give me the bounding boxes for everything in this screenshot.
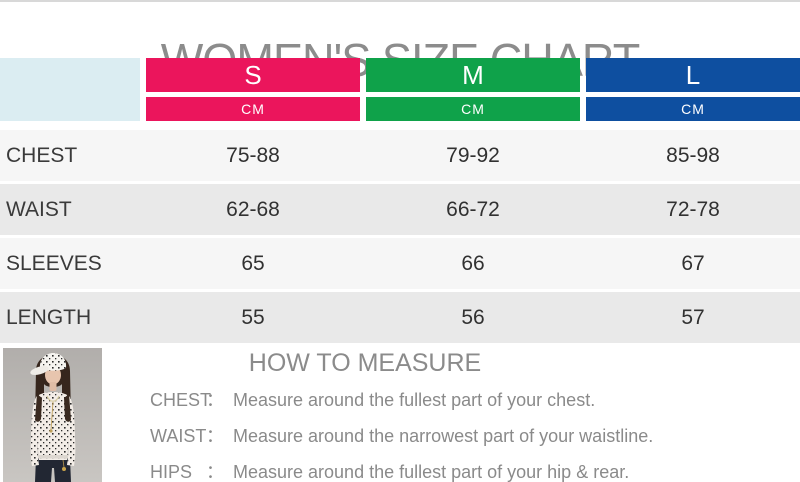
cell-value: 57 <box>681 305 705 329</box>
measure-text: Measure around the narrowest part of you… <box>233 426 654 446</box>
unit-cell-l: CM <box>586 97 800 121</box>
row-label: CHEST <box>6 143 78 167</box>
measure-line-hips: HIPS ： Measure around the fullest part of … <box>150 461 790 482</box>
size-table-body: CHEST 75-88 79-92 85-98 WAIST 62-68 66-7… <box>0 130 800 346</box>
measure-label: HIPS <box>150 462 193 482</box>
cell-value: 56 <box>461 305 485 329</box>
table-row-waist: WAIST 62-68 66-72 72-78 <box>0 184 800 235</box>
measure-line-waist: WAIST： Measure around the narrowest part … <box>150 425 790 447</box>
cell-value: 72-78 <box>666 197 720 221</box>
measure-text: Measure around the fullest part of your … <box>233 462 630 482</box>
table-row-chest: CHEST 75-88 79-92 85-98 <box>0 130 800 181</box>
cell-value: 62-68 <box>226 197 280 221</box>
measure-instructions: CHEST： Measure around the fullest part of… <box>150 389 790 482</box>
measure-line-chest: CHEST： Measure around the fullest part of… <box>150 389 790 411</box>
cell-value: 85-98 <box>666 143 720 167</box>
cell-value: 66-72 <box>446 197 500 221</box>
measure-label: CHEST <box>150 390 212 410</box>
header-corner-cell <box>0 58 140 121</box>
size-column-header-s: S <box>146 58 360 92</box>
cell-value: 75-88 <box>226 143 280 167</box>
row-label: WAIST <box>6 197 72 221</box>
size-column-header-l: L <box>586 58 800 92</box>
measure-colon: ： <box>206 390 224 410</box>
cell-value: 67 <box>681 251 705 275</box>
unit-cell-m: CM <box>366 97 580 121</box>
measure-colon: ： <box>206 426 224 446</box>
row-label: SLEEVES <box>6 251 102 275</box>
top-divider <box>0 0 800 2</box>
cell-value: 66 <box>461 251 485 275</box>
cell-value: 65 <box>241 251 265 275</box>
size-header-row: S M L CM CM CM <box>0 58 800 121</box>
measure-text: Measure around the fullest part of your … <box>233 390 596 410</box>
model-photo <box>3 348 102 482</box>
row-label: LENGTH <box>6 305 92 329</box>
measure-colon: ： <box>206 462 224 482</box>
size-column-header-m: M <box>366 58 580 92</box>
cell-value: 79-92 <box>446 143 500 167</box>
unit-cell-s: CM <box>146 97 360 121</box>
table-row-sleeves: SLEEVES 65 66 67 <box>0 238 800 289</box>
cell-value: 55 <box>241 305 265 329</box>
table-row-length: LENGTH 55 56 57 <box>0 292 800 343</box>
measure-label: WAIST <box>150 426 207 446</box>
how-to-measure-heading: HOW TO MEASURE <box>248 349 482 377</box>
